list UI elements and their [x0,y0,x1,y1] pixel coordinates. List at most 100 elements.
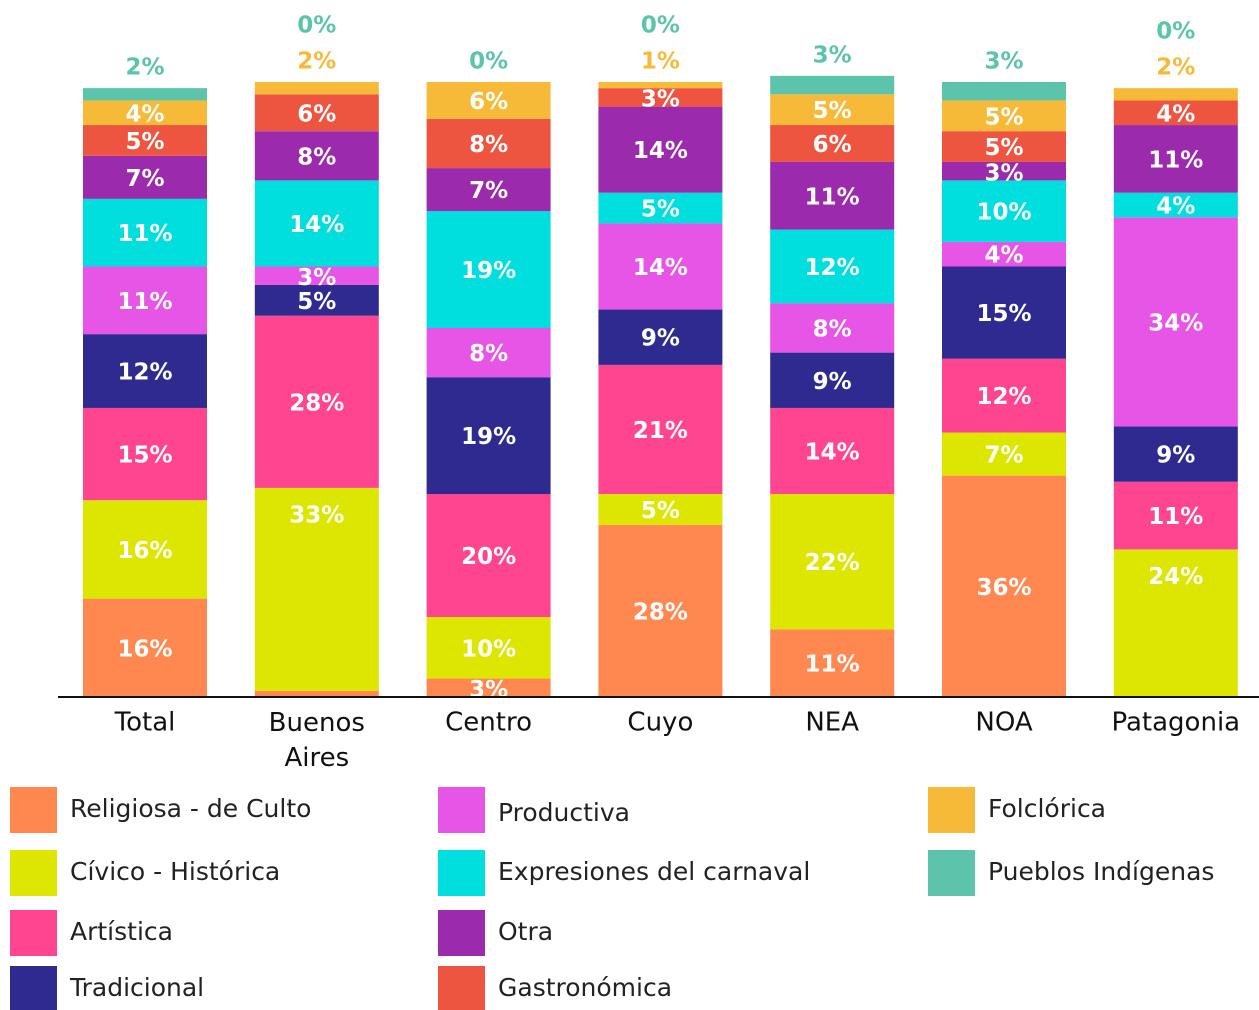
bar-segment [83,155,207,199]
value-label: 4% [984,243,1023,269]
bar-segment [254,690,379,697]
bar-segment [770,125,895,162]
value-label: 14% [805,440,860,466]
legend-label: Tradicional [69,973,204,1002]
value-label: 0% [469,49,508,75]
x-tick-label: Patagonia [1111,708,1240,738]
bar-segment [254,487,379,691]
value-label: 36% [976,575,1031,601]
bar-segment [254,284,379,316]
bar-segment [770,407,895,495]
bar-segment [426,118,551,169]
value-label: 9% [1156,443,1195,469]
bar-segment [942,100,1066,132]
value-label: 11% [117,221,172,247]
legend-swatch [10,850,57,896]
legend-swatch [928,787,975,833]
bar-segment [426,82,551,119]
bar-segment [1113,100,1238,126]
value-label: 10% [976,200,1031,226]
value-label: 22% [805,550,860,576]
x-tick-label: Centro [445,708,532,738]
value-label: 5% [813,98,852,124]
bar-segment [83,334,207,408]
bar-segment [598,82,723,89]
legend-swatch [438,850,485,896]
legend-label: Folclórica [988,794,1106,823]
legend-label: Cívico - Histórica [70,857,280,886]
bar-segment [598,106,723,193]
value-label: 1% [641,49,680,75]
value-label: 15% [976,301,1031,327]
value-label: 3% [813,42,852,68]
legend-swatch [928,850,975,896]
value-label: 24% [1148,564,1203,590]
bar-segment [83,407,207,501]
value-label: 9% [813,369,852,395]
value-label: 2% [1156,55,1195,81]
value-label: 33% [289,502,344,528]
value-label: 3% [297,265,336,291]
value-label: 5% [297,289,336,315]
bar-segment [770,629,895,697]
bar-segment [942,475,1066,697]
value-label: 28% [633,599,688,625]
bar-segment [598,223,723,310]
value-label: 34% [1148,310,1203,336]
legend-label: Pueblos Indígenas [988,857,1214,886]
bar-segment [426,328,551,378]
x-tick-label: Total [114,708,176,738]
value-label: 11% [1148,504,1203,530]
value-label: 4% [125,101,164,127]
value-label: 6% [813,132,852,158]
value-label: 7% [469,178,508,204]
value-label: 11% [805,184,860,210]
bar-segment [598,88,723,107]
value-label: 8% [297,144,336,170]
bar-segment [942,432,1066,476]
bar-segment [254,266,379,285]
legend-label: Expresiones del carnaval [498,857,810,886]
value-label: 20% [461,544,516,570]
bar-segment [1113,88,1238,101]
value-label: 2% [125,55,164,81]
x-tick-label: Buenos Aires [269,708,365,773]
bar-segment [770,229,895,304]
value-label: 16% [117,636,172,662]
bar-segment [770,75,895,95]
legend-label: Productiva [498,798,630,827]
bar-segment [942,358,1066,433]
value-label: 16% [117,538,172,564]
legend-swatch [10,787,57,833]
value-label: 0% [641,13,680,39]
value-label: 11% [805,652,860,678]
bar-segment [426,211,551,328]
value-label: 28% [289,390,344,416]
bar-segment [1113,125,1238,193]
bar-segment [254,131,379,181]
bar-segment [1113,192,1238,218]
bar-segment [83,125,207,156]
bar-segment [1113,481,1238,550]
value-label: 11% [117,289,172,315]
value-label: 6% [469,89,508,115]
value-label: 8% [813,317,852,343]
bar-segment [942,82,1066,101]
bar-segment [426,168,551,212]
value-label: 0% [1156,19,1195,45]
x-tick-label: NEA [805,708,859,738]
value-label: 12% [976,384,1031,410]
value-label: 3% [984,160,1023,186]
value-label: 15% [117,443,172,469]
bar-segment [426,494,551,618]
value-label: 14% [633,255,688,281]
x-tick-label: NOA [975,708,1032,738]
value-label: 19% [461,424,516,450]
bar-segment [254,315,379,488]
bar-segment [83,598,207,697]
bar-segment [254,94,379,132]
value-label: 8% [469,132,508,158]
bar-segment [83,266,207,335]
value-label: 19% [461,258,516,284]
value-label: 9% [641,326,680,352]
